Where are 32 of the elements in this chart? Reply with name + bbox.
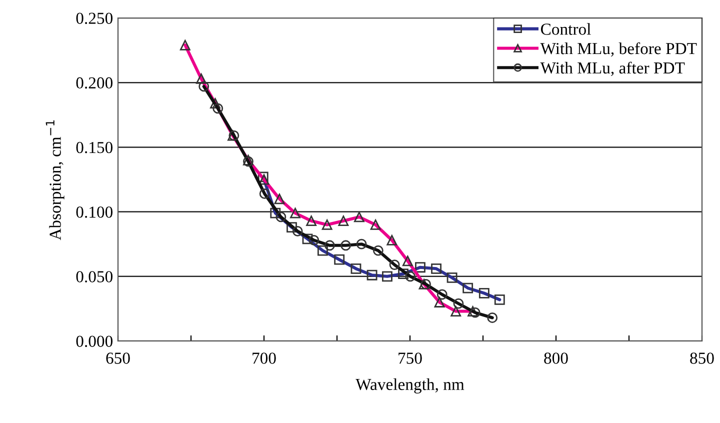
- x-tick-label: 800: [544, 352, 568, 364]
- x-tick-label: 650: [106, 352, 130, 364]
- point: [198, 81, 210, 92]
- point: [340, 240, 351, 251]
- point: [470, 307, 480, 318]
- point: [372, 245, 384, 256]
- y-tick-label: 0.100: [76, 206, 113, 218]
- point: [276, 212, 286, 222]
- y-tick-label: 0.000: [76, 336, 113, 348]
- point: [487, 312, 498, 323]
- y-tick-label: 0.250: [76, 12, 113, 24]
- point: [453, 298, 464, 309]
- point: [308, 235, 320, 246]
- point: [292, 226, 303, 236]
- point: [405, 271, 416, 282]
- point: [212, 103, 224, 114]
- x-tick-label: 700: [252, 352, 276, 364]
- y-tick-label: 0.200: [76, 77, 113, 89]
- point: [356, 238, 367, 250]
- y-tick-label: 0.050: [76, 271, 113, 282]
- point: [389, 260, 400, 270]
- x-axis-title: Wavelength, nm: [356, 378, 464, 394]
- y-tick-label: 0.150: [76, 142, 113, 154]
- legend-label: Control: [540, 23, 591, 35]
- legend-label: With MLu, after PDT: [540, 62, 685, 76]
- point: [436, 289, 448, 300]
- point: [259, 188, 270, 199]
- point: [324, 240, 335, 251]
- legend-label: With MLu, before PDT: [540, 42, 697, 57]
- x-tick-label: 850: [690, 352, 714, 364]
- y-axis-title: Absorption, cm$^{−1}$: [46, 120, 64, 240]
- x-tick-label: 750: [398, 352, 422, 364]
